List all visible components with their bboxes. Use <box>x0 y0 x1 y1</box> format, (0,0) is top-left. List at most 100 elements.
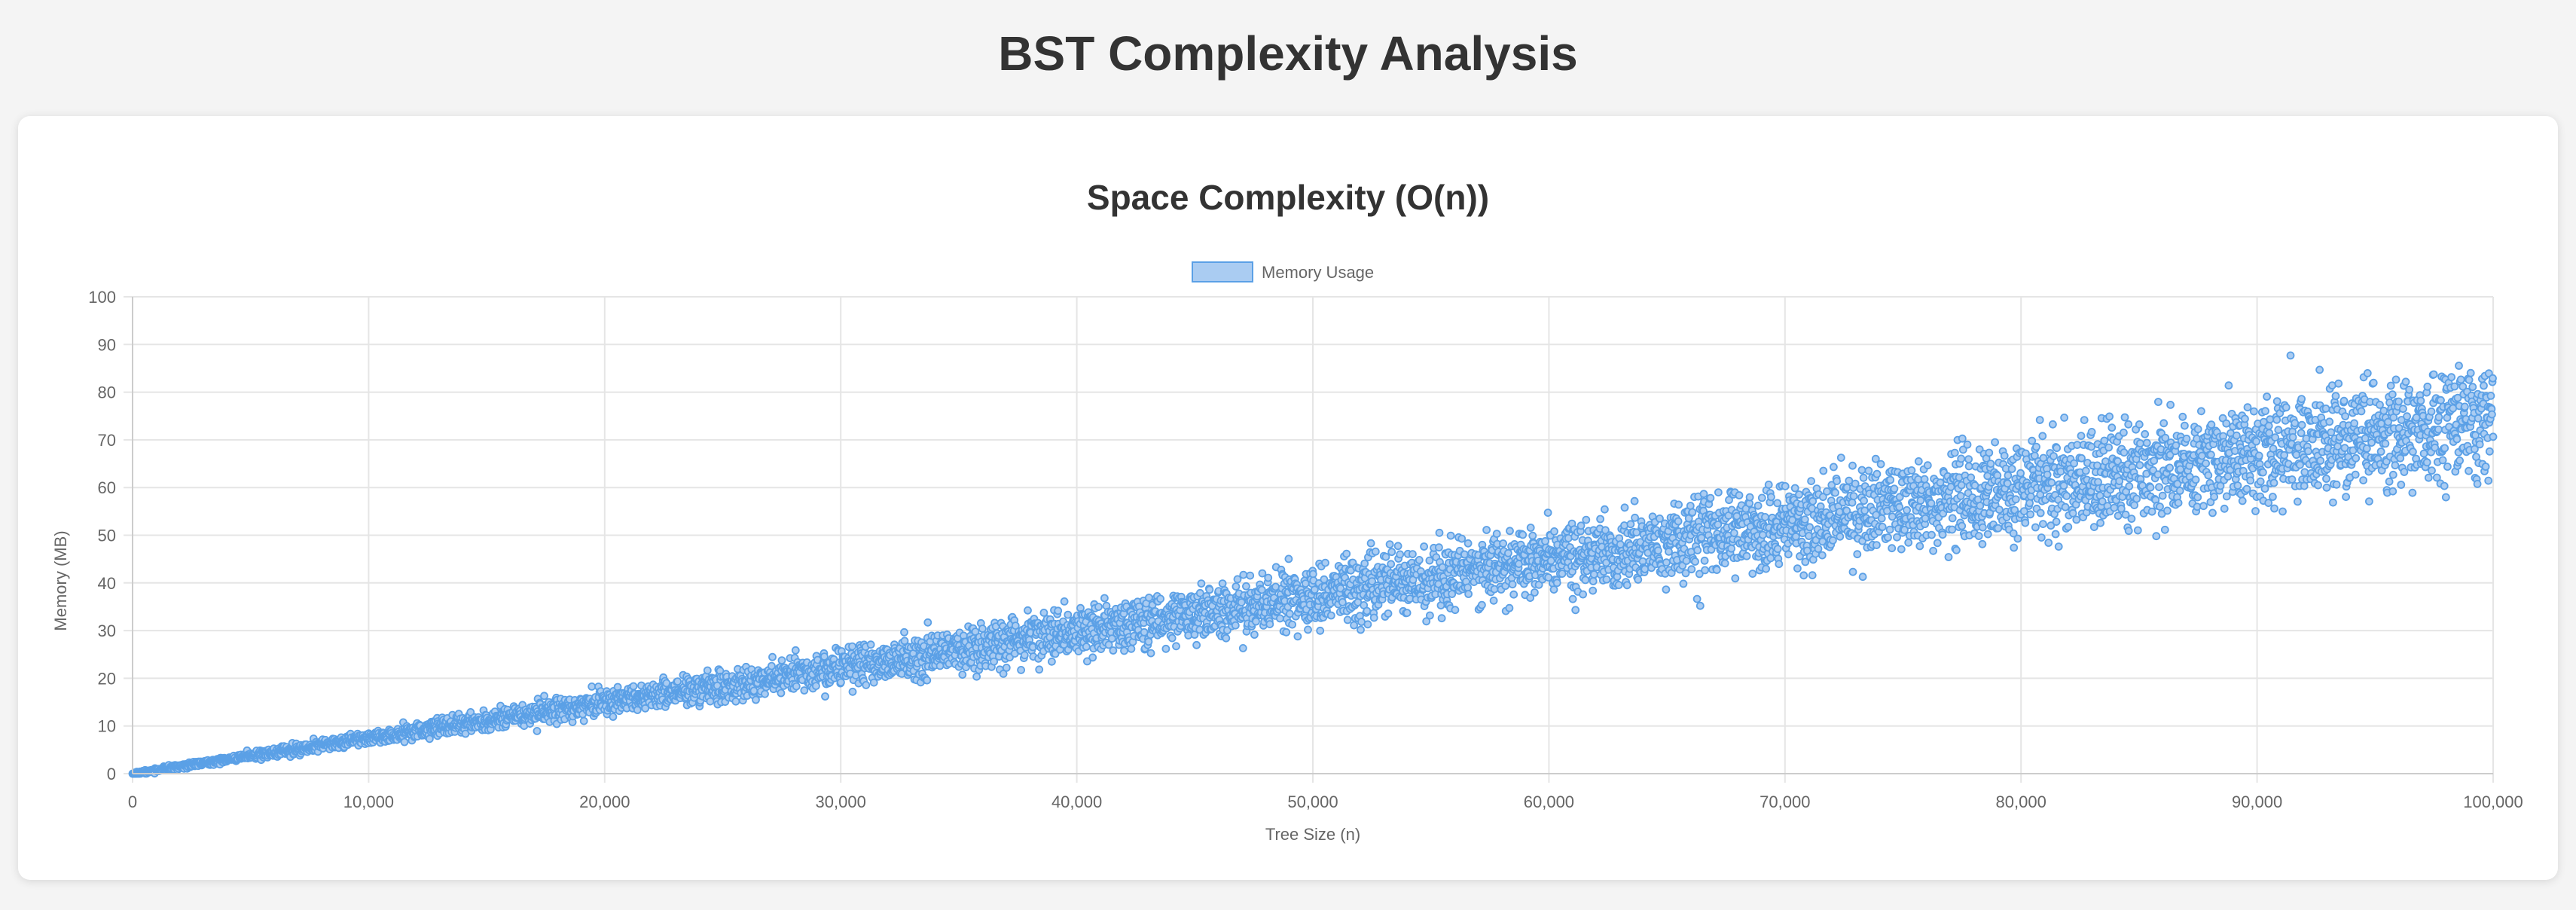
data-point <box>1729 529 1738 537</box>
data-point <box>866 640 875 649</box>
data-point <box>1916 496 1925 505</box>
data-point <box>1552 579 1561 588</box>
data-point <box>1144 637 1153 646</box>
data-point <box>426 734 434 744</box>
data-point <box>1366 539 1375 548</box>
data-point <box>1568 594 1577 603</box>
data-point <box>2048 420 2057 429</box>
data-point <box>1020 651 1029 660</box>
data-point <box>1836 453 1845 463</box>
data-point <box>1957 454 1966 463</box>
data-point <box>1983 530 1992 539</box>
data-point <box>1766 493 1775 502</box>
data-point <box>540 692 548 701</box>
data-point <box>1505 603 1514 612</box>
data-point <box>1878 523 1887 531</box>
data-point <box>1284 554 1293 563</box>
data-point <box>1017 666 1025 674</box>
data-point <box>1482 526 1491 534</box>
space-complexity-chart: Space Complexity (O(n)) Memory Usage 0 10… <box>51 178 2523 844</box>
data-point <box>1872 469 1882 478</box>
data-point <box>2038 520 2047 528</box>
data-point <box>848 687 857 696</box>
data-point <box>2047 478 2056 487</box>
data-point <box>1976 502 1985 510</box>
data-point <box>1282 628 1291 637</box>
scatter-points <box>128 351 2498 778</box>
data-point <box>1764 480 1773 489</box>
data-point <box>1848 498 1857 507</box>
data-point <box>1714 488 1723 497</box>
data-point <box>1549 585 1558 594</box>
chart-legend[interactable]: Memory Usage <box>1192 261 1374 282</box>
data-point <box>1720 559 1729 568</box>
data-point <box>1437 614 1446 623</box>
data-point <box>1457 534 1467 543</box>
data-point <box>1371 547 1380 556</box>
data-point <box>2068 508 2077 518</box>
data-point <box>1499 539 1507 548</box>
data-point <box>1836 532 1845 541</box>
data-point <box>1653 546 1662 555</box>
data-point <box>1614 581 1623 589</box>
data-point <box>2031 523 2040 532</box>
data-point <box>1904 538 1913 547</box>
data-point <box>1897 545 1906 554</box>
data-point <box>2080 416 2089 425</box>
chart-grid <box>124 296 2494 783</box>
data-point <box>1451 606 1460 615</box>
data-point <box>1814 545 1823 553</box>
data-point <box>2016 469 2025 478</box>
data-point <box>1967 473 1976 482</box>
data-point <box>1858 573 1867 582</box>
data-point <box>900 628 908 637</box>
data-point <box>1773 499 1782 508</box>
data-point <box>935 661 945 670</box>
data-point <box>1276 614 1284 623</box>
data-point <box>2053 444 2062 453</box>
data-point <box>1463 583 1472 592</box>
data-point <box>1304 625 1312 634</box>
data-point <box>1748 570 1757 578</box>
data-point <box>2038 432 2047 441</box>
data-point <box>1885 525 1894 534</box>
data-point <box>1409 550 1417 558</box>
data-point <box>1197 579 1206 588</box>
data-point <box>1808 571 1817 579</box>
data-point <box>1387 560 1396 569</box>
data-point <box>1818 551 1827 560</box>
data-point <box>1550 527 1558 536</box>
data-point <box>1693 546 1702 554</box>
data-point <box>1920 475 1929 484</box>
data-point <box>1706 493 1715 502</box>
data-point <box>1888 544 1897 553</box>
data-point <box>1974 532 1983 540</box>
data-point <box>1589 570 1598 579</box>
data-point <box>1819 466 1828 475</box>
data-point <box>588 682 597 691</box>
data-point <box>2004 471 2013 480</box>
data-point <box>2021 518 2030 527</box>
data-point <box>1762 564 1771 573</box>
data-point <box>1146 649 1155 658</box>
data-point <box>1956 491 1965 500</box>
chart-title: Space Complexity (O(n)) <box>1087 178 1489 217</box>
data-point <box>2025 499 2034 508</box>
data-point <box>1626 520 1635 529</box>
data-point <box>1350 621 1358 630</box>
data-point <box>1793 564 1802 573</box>
data-point <box>1927 530 1936 539</box>
data-point <box>2011 495 2020 504</box>
data-point <box>1665 547 1673 556</box>
data-point <box>1853 550 1862 559</box>
data-point <box>1800 515 1809 524</box>
data-point <box>1596 515 1605 524</box>
data-point <box>1579 590 1588 599</box>
data-point <box>761 689 769 698</box>
data-point <box>1695 601 1705 610</box>
data-point <box>2054 542 2063 551</box>
data-point <box>2032 442 2040 451</box>
data-point <box>1791 532 1800 541</box>
data-point <box>1687 565 1696 574</box>
data-point <box>1232 582 1241 591</box>
